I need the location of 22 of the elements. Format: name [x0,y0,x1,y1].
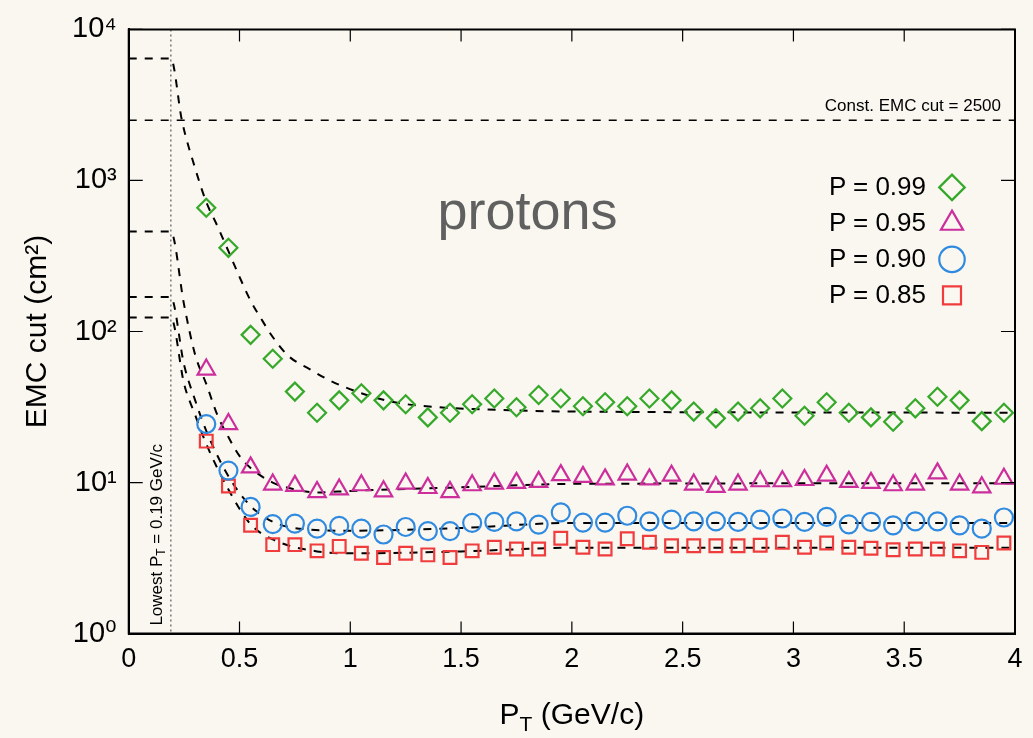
y-tick-label: 10³ [74,162,118,195]
x-tick-label: 4 [1007,643,1023,674]
ref-line-label: Const. EMC cut = 2500 [824,96,1002,116]
legend-label: P = 0.90 [828,242,926,273]
ref-line-label: Lowest PT = 0.19 GeV/c [146,443,169,626]
y-tick-label: 10¹ [74,464,118,497]
x-tick-label: 1 [342,643,358,674]
x-tick-label: 0 [121,643,137,674]
x-tick-label: 2 [564,643,580,674]
x-tick-label: 3.5 [885,643,923,674]
y-tick-label: 10² [74,313,118,346]
y-tick-label: 10⁰ [72,615,117,648]
annotation: protons [437,180,618,241]
x-tick-label: 0.5 [220,643,259,674]
x-tick-label: 3 [785,643,801,674]
y-axis-title: EMC cut (cm²) [19,234,53,429]
legend-label: P = 0.99 [828,170,926,201]
y-tick-label: 10⁴ [72,11,117,44]
legend-label: P = 0.85 [828,278,926,309]
x-tick-label: 1.5 [442,643,480,674]
legend-label: P = 0.95 [828,206,926,237]
x-tick-label: 2.5 [663,643,702,674]
